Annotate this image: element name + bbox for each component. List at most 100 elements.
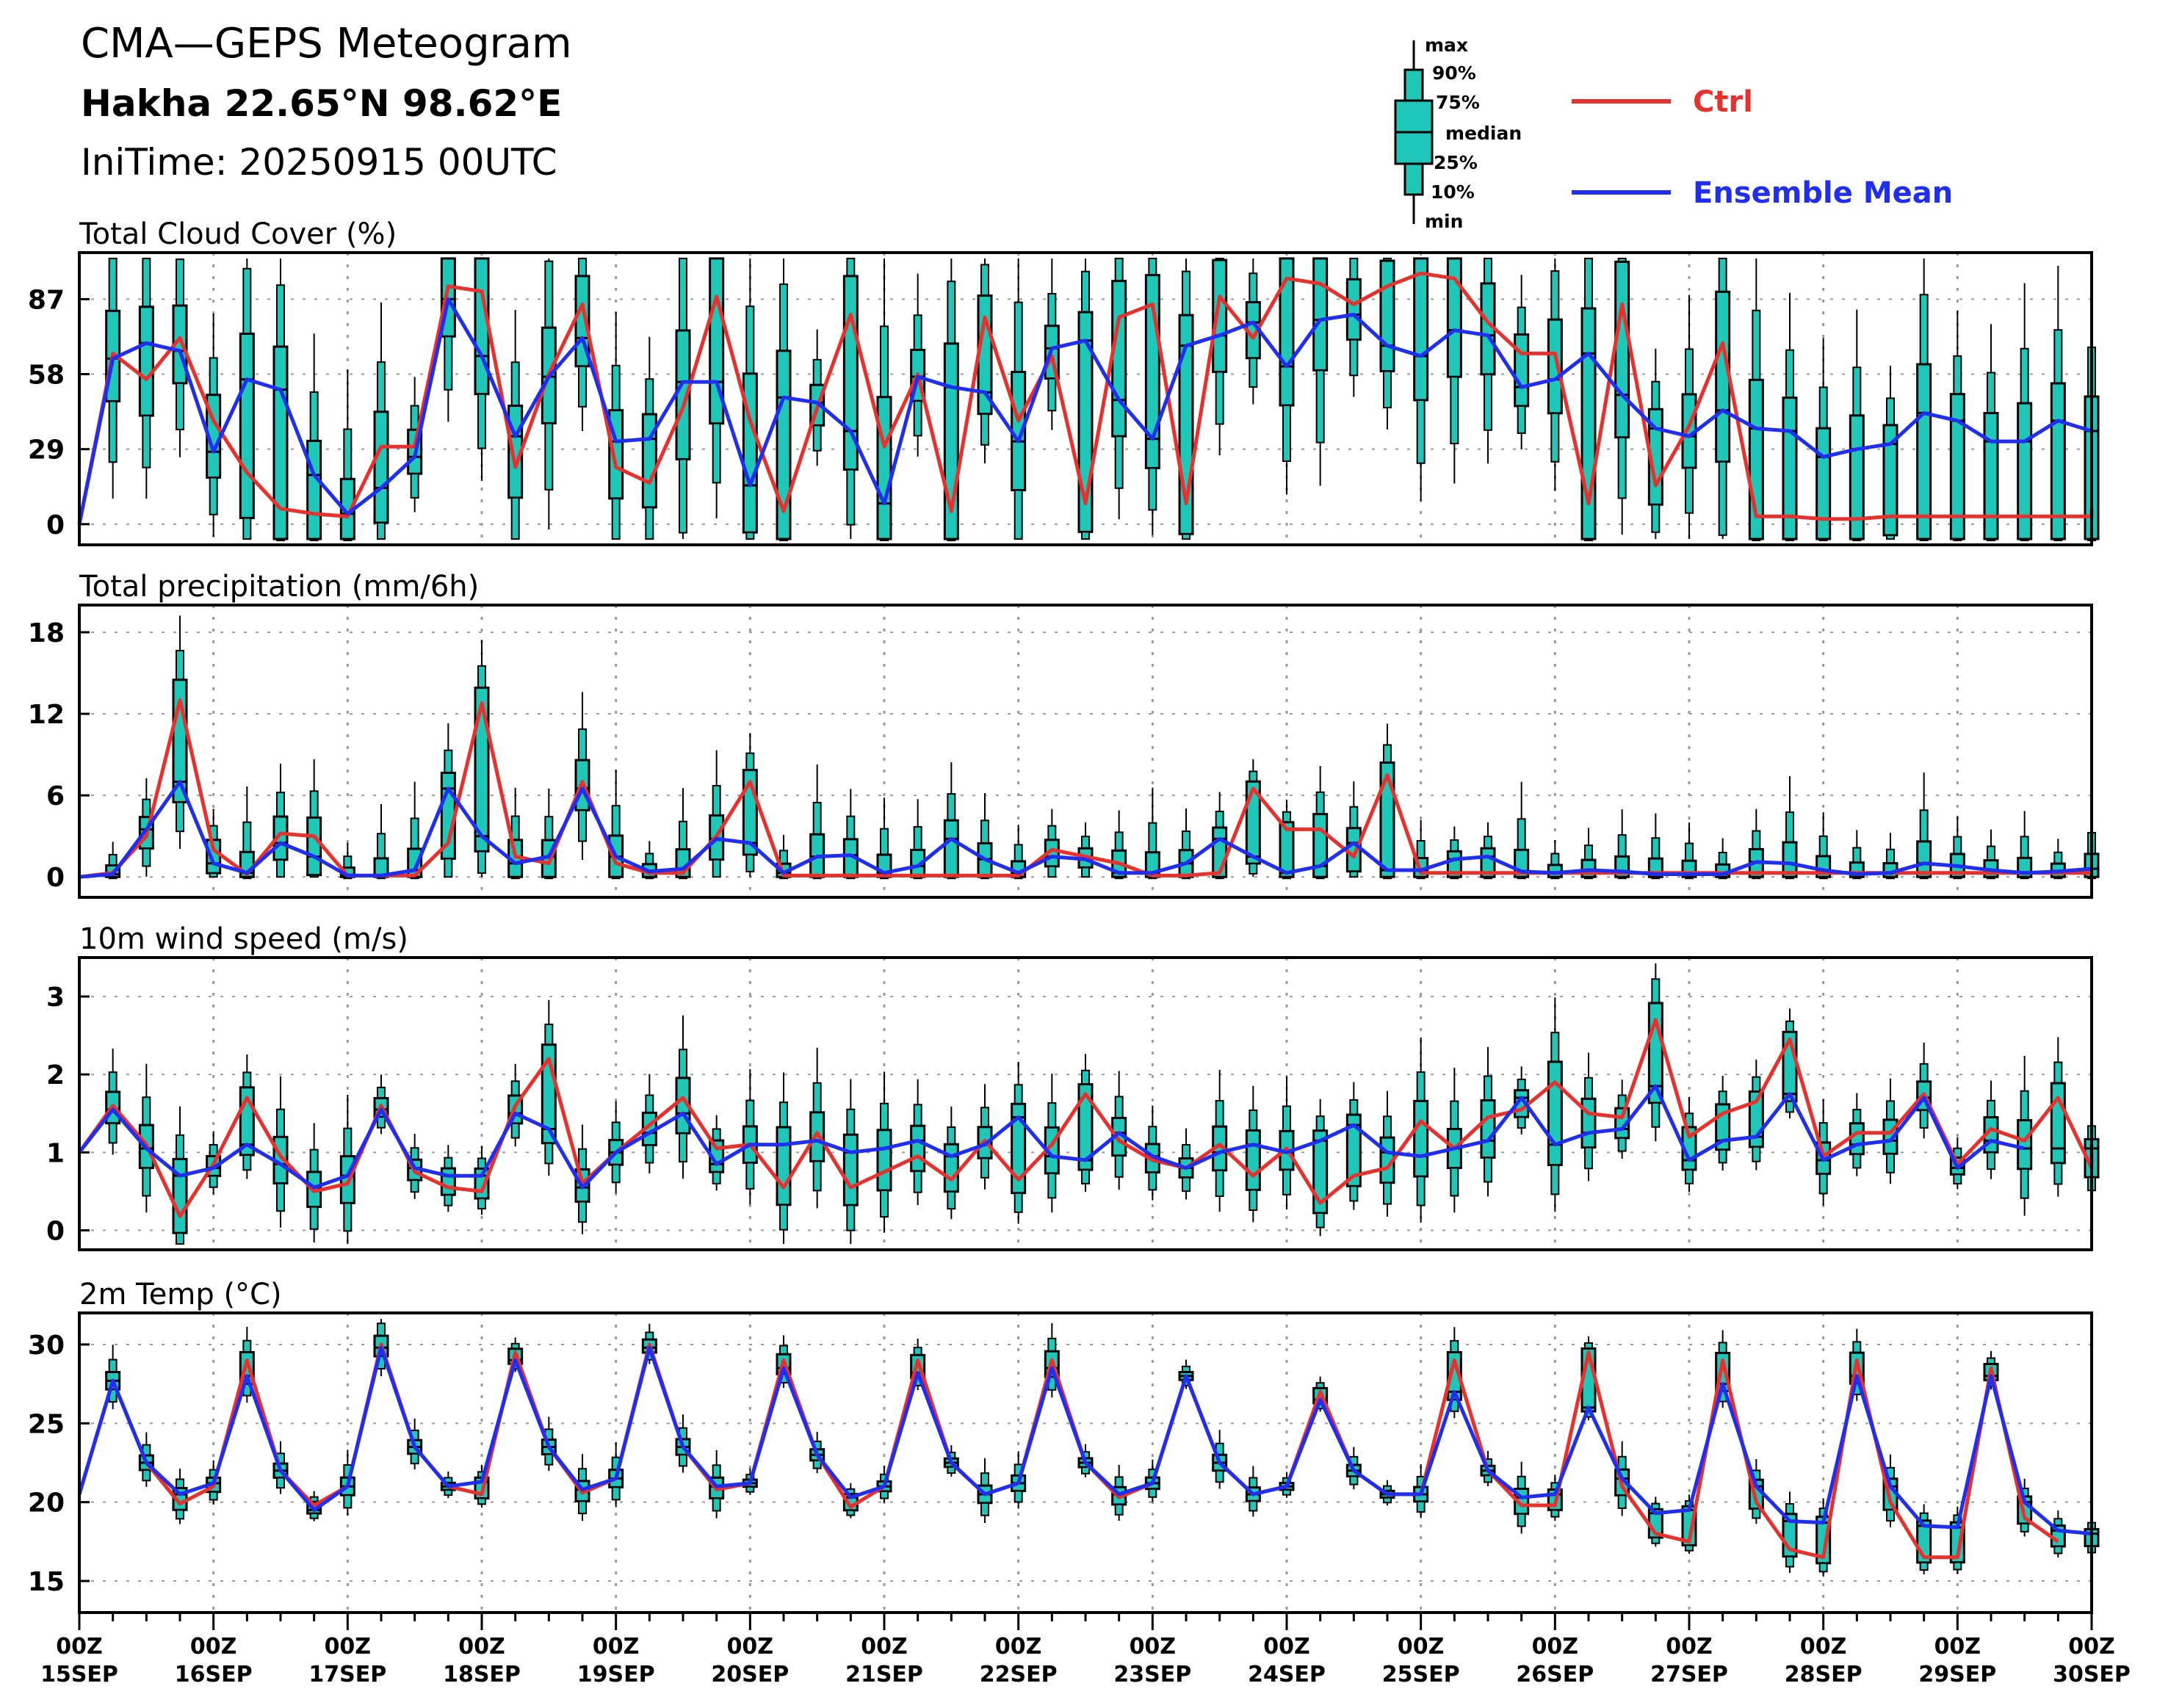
- box-plot: [1144, 787, 1160, 880]
- x-tick-label-hour: 00Z: [1934, 1634, 1981, 1660]
- box-plot: [1748, 808, 1764, 880]
- y-tick-label: 6: [46, 781, 65, 811]
- box-lower-tail: [242, 517, 252, 540]
- ctrl-series-line: [79, 698, 2092, 879]
- box-plot: [440, 1145, 456, 1212]
- x-tick-label-hour: 00Z: [593, 1634, 640, 1660]
- box-upper-tail: [611, 805, 621, 836]
- box-iqr: [2017, 1119, 2033, 1170]
- box-lower-tail: [1114, 1503, 1124, 1516]
- box-lower-tail: [1148, 1488, 1157, 1498]
- box-upper-tail: [947, 281, 956, 344]
- box-lower-tail: [1919, 538, 1929, 542]
- box-lower-tail: [309, 1513, 319, 1519]
- x-tick-label-date: 25SEP: [1382, 1662, 1460, 1687]
- box-upper-tail: [309, 391, 319, 442]
- box-upper-tail: [880, 325, 889, 398]
- box-iqr: [776, 1126, 792, 1206]
- box-lower-tail: [1550, 1164, 1560, 1195]
- box-upper-tail: [1685, 842, 1694, 862]
- box-upper-tail: [242, 1339, 252, 1353]
- box-upper-tail: [913, 1347, 922, 1356]
- box-upper-tail: [880, 828, 889, 855]
- box-upper-tail: [1584, 257, 1593, 309]
- box-plot: [574, 692, 590, 860]
- box-lower-tail: [242, 876, 252, 880]
- box-lower-tail: [1383, 876, 1392, 880]
- box-upper-tail: [2053, 329, 2063, 385]
- box-plot: [2017, 283, 2033, 542]
- box-plot: [876, 1071, 892, 1233]
- box-lower-tail: [510, 1122, 520, 1139]
- box-plot: [1949, 310, 1965, 542]
- x-tick-label-hour: 00Z: [1666, 1634, 1713, 1660]
- box-upper-tail: [980, 264, 989, 297]
- box-upper-tail: [1484, 836, 1492, 850]
- box-upper-tail: [1047, 825, 1057, 841]
- box-plot: [943, 1106, 959, 1220]
- box-lower-tail: [578, 1201, 587, 1223]
- box-lower-tail: [1484, 1157, 1492, 1183]
- box-lower-tail: [276, 858, 285, 878]
- box-lower-tail: [947, 1466, 956, 1474]
- box-lower-tail: [276, 1182, 285, 1212]
- box-iqr: [373, 410, 389, 524]
- box-iqr: [1614, 261, 1630, 439]
- box-upper-tail: [1047, 1102, 1057, 1129]
- box-lower-tail: [880, 1190, 889, 1218]
- box-plot: [1312, 1099, 1329, 1237]
- box-plot: [1715, 257, 1731, 540]
- panel-1: Total Cloud Cover (%) 0 29 58 87: [28, 217, 2100, 546]
- box-lower-tail: [176, 801, 184, 833]
- box-plot: [541, 999, 557, 1176]
- x-tick-label-date: 21SEP: [845, 1662, 923, 1687]
- box-lower-tail: [142, 1167, 151, 1197]
- x-tick-label-hour: 00Z: [2068, 1634, 2115, 1660]
- box-lower-tail: [1987, 876, 1995, 880]
- box-plot: [1547, 258, 1563, 491]
- box-plot: [239, 786, 255, 880]
- box-upper-tail: [377, 361, 386, 413]
- box-plot: [842, 1079, 859, 1245]
- box-lower-tail: [544, 1453, 554, 1466]
- box-lower-tail: [2053, 876, 2063, 880]
- box-plot: [675, 257, 691, 540]
- box-lower-tail: [176, 1232, 184, 1245]
- box-lower-tail: [309, 1206, 319, 1230]
- box-upper-tail: [1852, 847, 1862, 864]
- box-upper-tail: [1114, 1476, 1124, 1488]
- box-upper-tail: [913, 825, 922, 851]
- legend-mean-label: Ensemble Mean: [1693, 176, 1953, 210]
- box-lower-tail: [1584, 538, 1593, 542]
- y-tick-label: 15: [28, 1567, 65, 1597]
- box-upper-tail: [1953, 836, 1962, 855]
- x-tick-label-hour: 00Z: [1130, 1634, 1177, 1660]
- box-plot: [1345, 257, 1362, 397]
- box-lower-tail: [1450, 876, 1459, 880]
- box-upper-tail: [1114, 1096, 1124, 1119]
- box-upper-tail: [209, 1144, 218, 1157]
- box-upper-tail: [343, 1127, 353, 1157]
- box-lower-tail: [712, 858, 721, 878]
- box-lower-tail: [209, 1491, 218, 1501]
- box-lower-tail: [980, 1157, 989, 1179]
- box-upper-tail: [1752, 1076, 1761, 1093]
- x-tick-label-date: 23SEP: [1113, 1662, 1191, 1687]
- box-upper-tail: [1651, 380, 1661, 410]
- box-plot: [1782, 1491, 1798, 1573]
- box-plot: [2017, 811, 2033, 880]
- box-lower-tail: [1852, 1153, 1862, 1169]
- box-plot: [1279, 799, 1295, 880]
- box-lower-tail: [1349, 870, 1359, 878]
- box-lower-tail: [1818, 876, 1828, 880]
- box-lower-tail: [176, 382, 184, 430]
- box-plot: [2050, 1510, 2066, 1558]
- box-lower-tail: [1249, 863, 1258, 875]
- box-upper-tail: [544, 1024, 554, 1046]
- box-iqr: [1480, 1099, 1496, 1159]
- box-upper-tail: [1718, 257, 1727, 293]
- box-upper-tail: [1818, 835, 1828, 857]
- box-plot: [1446, 1068, 1462, 1213]
- box-lower-tail: [1484, 373, 1492, 431]
- box-upper-tail: [176, 1134, 184, 1160]
